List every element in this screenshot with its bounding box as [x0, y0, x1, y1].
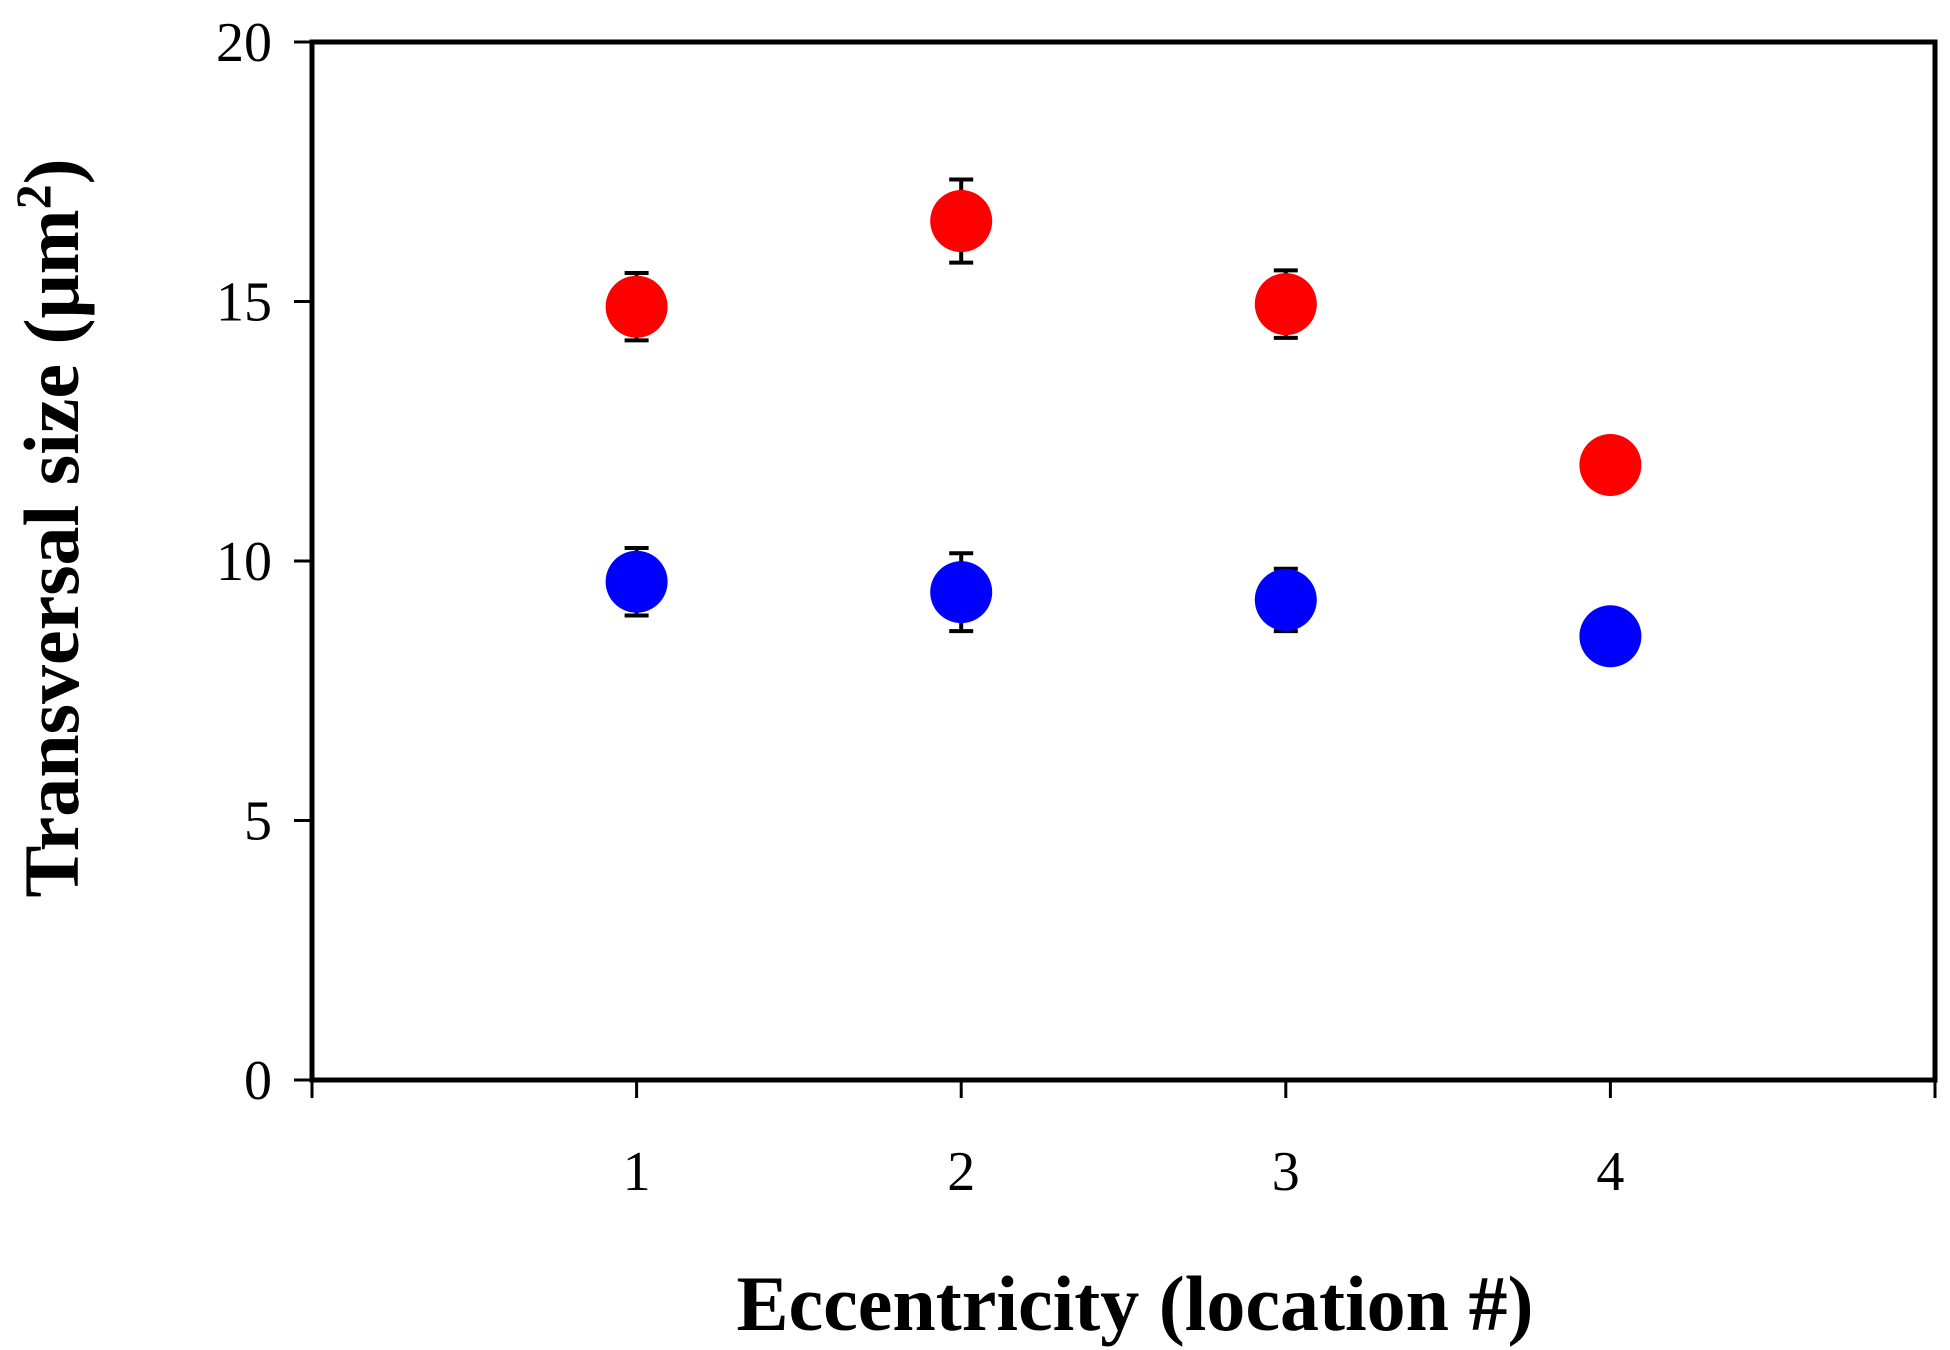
data-point — [1254, 273, 1317, 336]
y-tick-label: 0 — [244, 1050, 272, 1112]
y-tick-label: 15 — [216, 272, 272, 334]
y-tick-label: 5 — [244, 791, 272, 853]
x-axis-ticks: 1 2 3 4 — [310, 1080, 1937, 1203]
x-tick-label: 3 — [1272, 1141, 1300, 1203]
data-point — [605, 550, 668, 613]
y-tick-label: 20 — [216, 12, 272, 74]
y-axis-title-close: ) — [8, 158, 95, 184]
x-tick-label: 2 — [947, 1141, 975, 1203]
y-tick-label: 10 — [216, 531, 272, 593]
x-axis-title: Eccentricity (location #) — [736, 1260, 1533, 1347]
x-tick-label: 1 — [623, 1141, 651, 1203]
data-point — [930, 561, 993, 624]
y-axis-ticks: 0 5 10 15 20 — [216, 12, 312, 1112]
data-point — [1579, 433, 1642, 496]
y-axis-title: Transversal size (μm2) — [5, 158, 95, 897]
y-axis-title-main: Transversal size (μm — [8, 209, 95, 897]
data-point — [1254, 568, 1317, 631]
plot-area-frame — [309, 39, 1938, 1083]
y-axis-title-superscript: 2 — [5, 184, 61, 209]
x-tick-label: 4 — [1596, 1141, 1624, 1203]
data-points — [605, 177, 1642, 668]
data-point — [930, 190, 993, 253]
data-point — [1579, 605, 1642, 668]
data-point — [605, 275, 668, 338]
